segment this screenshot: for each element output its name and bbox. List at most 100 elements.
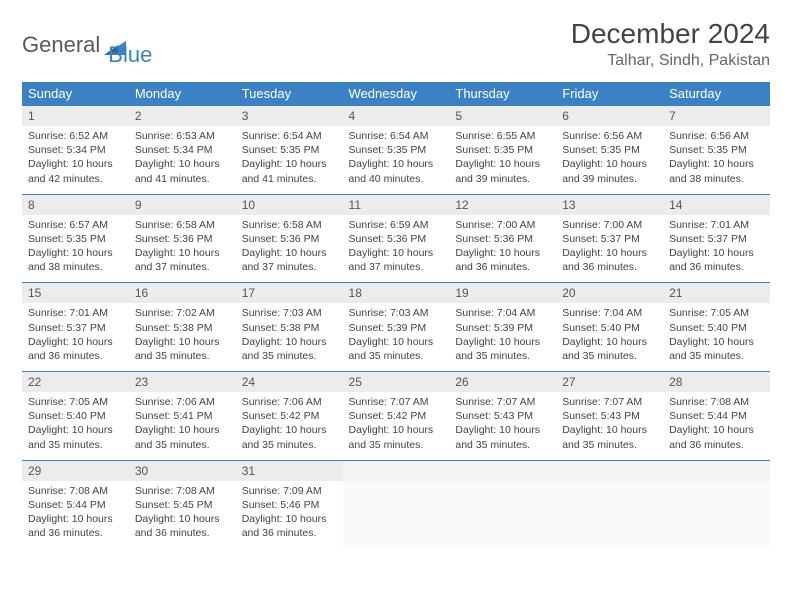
- sunrise-text: Sunrise: 7:07 AM: [349, 395, 444, 409]
- day-number-cell: 18: [343, 283, 450, 304]
- day-detail-cell: Sunrise: 6:54 AMSunset: 5:35 PMDaylight:…: [343, 126, 450, 194]
- sunset-text: Sunset: 5:36 PM: [455, 232, 550, 246]
- day-number-cell: 25: [343, 372, 450, 393]
- daylight-text: Daylight: 10 hours and 37 minutes.: [242, 246, 337, 274]
- day-number-cell: 27: [556, 372, 663, 393]
- sunrise-text: Sunrise: 7:05 AM: [669, 306, 764, 320]
- sunset-text: Sunset: 5:41 PM: [135, 409, 230, 423]
- day-number-cell: 13: [556, 194, 663, 215]
- dow-monday: Monday: [129, 82, 236, 106]
- sunrise-text: Sunrise: 6:57 AM: [28, 218, 123, 232]
- day-detail-cell: [556, 481, 663, 549]
- daylight-text: Daylight: 10 hours and 36 minutes.: [669, 423, 764, 451]
- daylight-text: Daylight: 10 hours and 35 minutes.: [455, 335, 550, 363]
- daylight-text: Daylight: 10 hours and 36 minutes.: [28, 335, 123, 363]
- day-number-cell: 22: [22, 372, 129, 393]
- daylight-text: Daylight: 10 hours and 35 minutes.: [242, 335, 337, 363]
- daylight-text: Daylight: 10 hours and 35 minutes.: [28, 423, 123, 451]
- sunset-text: Sunset: 5:37 PM: [669, 232, 764, 246]
- day-detail-row: Sunrise: 6:57 AMSunset: 5:35 PMDaylight:…: [22, 215, 770, 283]
- sunset-text: Sunset: 5:44 PM: [28, 498, 123, 512]
- day-detail-cell: Sunrise: 6:57 AMSunset: 5:35 PMDaylight:…: [22, 215, 129, 283]
- daylight-text: Daylight: 10 hours and 36 minutes.: [455, 246, 550, 274]
- sunset-text: Sunset: 5:42 PM: [349, 409, 444, 423]
- day-detail-cell: Sunrise: 7:03 AMSunset: 5:39 PMDaylight:…: [343, 303, 450, 371]
- day-detail-cell: Sunrise: 6:58 AMSunset: 5:36 PMDaylight:…: [236, 215, 343, 283]
- sunset-text: Sunset: 5:35 PM: [669, 143, 764, 157]
- daylight-text: Daylight: 10 hours and 35 minutes.: [242, 423, 337, 451]
- day-number-row: 22232425262728: [22, 372, 770, 393]
- daylight-text: Daylight: 10 hours and 36 minutes.: [242, 512, 337, 540]
- day-number-row: 293031: [22, 460, 770, 481]
- sunrise-text: Sunrise: 6:53 AM: [135, 129, 230, 143]
- day-number-cell: 24: [236, 372, 343, 393]
- sunrise-text: Sunrise: 7:06 AM: [135, 395, 230, 409]
- sunset-text: Sunset: 5:35 PM: [562, 143, 657, 157]
- sunset-text: Sunset: 5:42 PM: [242, 409, 337, 423]
- day-number-cell: 8: [22, 194, 129, 215]
- location-text: Talhar, Sindh, Pakistan: [571, 52, 770, 70]
- daylight-text: Daylight: 10 hours and 37 minutes.: [349, 246, 444, 274]
- daylight-text: Daylight: 10 hours and 40 minutes.: [349, 157, 444, 185]
- daylight-text: Daylight: 10 hours and 35 minutes.: [349, 423, 444, 451]
- day-detail-cell: Sunrise: 7:07 AMSunset: 5:42 PMDaylight:…: [343, 392, 450, 460]
- day-detail-cell: Sunrise: 6:53 AMSunset: 5:34 PMDaylight:…: [129, 126, 236, 194]
- logo: General Blue: [22, 18, 152, 68]
- day-detail-cell: Sunrise: 7:02 AMSunset: 5:38 PMDaylight:…: [129, 303, 236, 371]
- daylight-text: Daylight: 10 hours and 38 minutes.: [28, 246, 123, 274]
- day-number-cell: 7: [663, 106, 770, 127]
- logo-text-general: General: [22, 32, 100, 58]
- sunset-text: Sunset: 5:38 PM: [242, 321, 337, 335]
- day-number-row: 15161718192021: [22, 283, 770, 304]
- sunrise-text: Sunrise: 7:09 AM: [242, 484, 337, 498]
- day-detail-row: Sunrise: 6:52 AMSunset: 5:34 PMDaylight:…: [22, 126, 770, 194]
- day-number-cell: 17: [236, 283, 343, 304]
- sunrise-text: Sunrise: 7:07 AM: [562, 395, 657, 409]
- day-detail-cell: Sunrise: 7:07 AMSunset: 5:43 PMDaylight:…: [556, 392, 663, 460]
- daylight-text: Daylight: 10 hours and 35 minutes.: [135, 335, 230, 363]
- day-number-row: 891011121314: [22, 194, 770, 215]
- day-detail-cell: Sunrise: 7:08 AMSunset: 5:44 PMDaylight:…: [663, 392, 770, 460]
- day-detail-cell: Sunrise: 7:07 AMSunset: 5:43 PMDaylight:…: [449, 392, 556, 460]
- dow-friday: Friday: [556, 82, 663, 106]
- sunset-text: Sunset: 5:40 PM: [28, 409, 123, 423]
- sunset-text: Sunset: 5:35 PM: [28, 232, 123, 246]
- day-detail-cell: Sunrise: 7:04 AMSunset: 5:39 PMDaylight:…: [449, 303, 556, 371]
- day-number-cell: 10: [236, 194, 343, 215]
- sunset-text: Sunset: 5:35 PM: [349, 143, 444, 157]
- day-number-cell: 1: [22, 106, 129, 127]
- day-detail-cell: Sunrise: 7:08 AMSunset: 5:44 PMDaylight:…: [22, 481, 129, 549]
- daylight-text: Daylight: 10 hours and 41 minutes.: [242, 157, 337, 185]
- day-detail-cell: Sunrise: 6:56 AMSunset: 5:35 PMDaylight:…: [556, 126, 663, 194]
- day-of-week-row: Sunday Monday Tuesday Wednesday Thursday…: [22, 82, 770, 106]
- daylight-text: Daylight: 10 hours and 39 minutes.: [455, 157, 550, 185]
- day-detail-cell: Sunrise: 7:01 AMSunset: 5:37 PMDaylight:…: [663, 215, 770, 283]
- daylight-text: Daylight: 10 hours and 36 minutes.: [135, 512, 230, 540]
- sunrise-text: Sunrise: 7:05 AM: [28, 395, 123, 409]
- day-number-cell: 3: [236, 106, 343, 127]
- day-number-cell: 2: [129, 106, 236, 127]
- daylight-text: Daylight: 10 hours and 38 minutes.: [669, 157, 764, 185]
- day-number-cell: 16: [129, 283, 236, 304]
- daylight-text: Daylight: 10 hours and 35 minutes.: [349, 335, 444, 363]
- day-detail-cell: Sunrise: 7:00 AMSunset: 5:36 PMDaylight:…: [449, 215, 556, 283]
- sunrise-text: Sunrise: 6:54 AM: [242, 129, 337, 143]
- day-number-cell: 20: [556, 283, 663, 304]
- daylight-text: Daylight: 10 hours and 41 minutes.: [135, 157, 230, 185]
- sunset-text: Sunset: 5:36 PM: [242, 232, 337, 246]
- dow-wednesday: Wednesday: [343, 82, 450, 106]
- dow-sunday: Sunday: [22, 82, 129, 106]
- daylight-text: Daylight: 10 hours and 36 minutes.: [28, 512, 123, 540]
- sunset-text: Sunset: 5:35 PM: [455, 143, 550, 157]
- sunset-text: Sunset: 5:36 PM: [135, 232, 230, 246]
- day-number-cell: 9: [129, 194, 236, 215]
- title-block: December 2024 Talhar, Sindh, Pakistan: [571, 18, 770, 70]
- sunset-text: Sunset: 5:40 PM: [669, 321, 764, 335]
- sunrise-text: Sunrise: 7:00 AM: [455, 218, 550, 232]
- sunrise-text: Sunrise: 7:03 AM: [242, 306, 337, 320]
- dow-saturday: Saturday: [663, 82, 770, 106]
- sunrise-text: Sunrise: 6:56 AM: [669, 129, 764, 143]
- sunset-text: Sunset: 5:43 PM: [562, 409, 657, 423]
- day-number-cell: [556, 460, 663, 481]
- sunset-text: Sunset: 5:34 PM: [135, 143, 230, 157]
